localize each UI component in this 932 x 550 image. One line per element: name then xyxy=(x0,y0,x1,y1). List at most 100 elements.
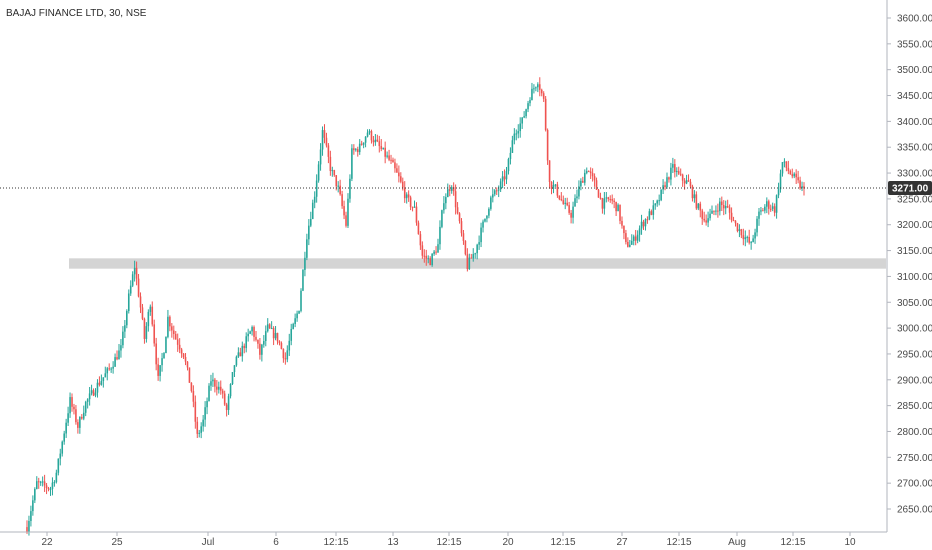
candle[interactable] xyxy=(552,180,555,194)
candle[interactable] xyxy=(793,172,796,179)
candle[interactable] xyxy=(294,313,296,328)
candle[interactable] xyxy=(513,128,516,145)
candle[interactable] xyxy=(102,377,105,388)
candle[interactable] xyxy=(642,219,645,230)
candle[interactable] xyxy=(390,154,392,165)
candle[interactable] xyxy=(172,325,175,340)
candle[interactable] xyxy=(176,333,179,352)
candle[interactable] xyxy=(235,355,238,367)
candle[interactable] xyxy=(180,347,183,358)
candle[interactable] xyxy=(697,202,700,211)
candle[interactable] xyxy=(711,205,713,214)
candle[interactable] xyxy=(740,228,743,239)
candle[interactable] xyxy=(754,228,756,244)
candle[interactable] xyxy=(699,201,702,218)
candle[interactable] xyxy=(777,182,780,199)
candle[interactable] xyxy=(143,317,146,344)
candle[interactable] xyxy=(370,129,373,144)
candle[interactable] xyxy=(738,224,741,238)
candle[interactable] xyxy=(407,190,410,202)
candle[interactable] xyxy=(591,168,594,182)
candle[interactable] xyxy=(37,477,40,489)
candle[interactable] xyxy=(490,195,492,211)
candle[interactable] xyxy=(462,230,465,245)
candle[interactable] xyxy=(437,238,439,253)
candle[interactable] xyxy=(785,161,788,172)
candle[interactable] xyxy=(210,374,212,391)
candle[interactable] xyxy=(88,386,91,406)
candle[interactable] xyxy=(118,344,120,360)
candle[interactable] xyxy=(744,230,747,247)
candle[interactable] xyxy=(139,292,142,314)
candle[interactable] xyxy=(685,174,688,185)
candle[interactable] xyxy=(656,199,659,207)
candle[interactable] xyxy=(660,189,662,202)
candle[interactable] xyxy=(145,322,148,343)
candle[interactable] xyxy=(766,197,768,214)
candle[interactable] xyxy=(405,192,408,204)
candle[interactable] xyxy=(245,332,248,353)
candle[interactable] xyxy=(65,418,67,438)
candle[interactable] xyxy=(525,108,527,119)
candle[interactable] xyxy=(84,400,87,417)
candle[interactable] xyxy=(30,505,32,527)
candle[interactable] xyxy=(63,430,65,445)
candle[interactable] xyxy=(691,184,694,202)
candle[interactable] xyxy=(313,191,316,209)
candle[interactable] xyxy=(728,204,731,220)
candle[interactable] xyxy=(227,393,230,415)
candle[interactable] xyxy=(456,202,459,215)
candle[interactable] xyxy=(478,235,480,250)
candle[interactable] xyxy=(750,241,752,250)
candle[interactable] xyxy=(623,225,625,240)
candle[interactable] xyxy=(650,209,653,216)
candle[interactable] xyxy=(221,388,224,399)
candle[interactable] xyxy=(243,343,246,354)
candle[interactable] xyxy=(345,211,347,228)
candle[interactable] xyxy=(562,195,565,205)
candle[interactable] xyxy=(263,335,265,348)
candle[interactable] xyxy=(253,325,255,342)
candle[interactable] xyxy=(333,169,336,177)
candle[interactable] xyxy=(270,321,273,330)
candle[interactable] xyxy=(574,194,576,207)
candle[interactable] xyxy=(746,235,749,243)
candle[interactable] xyxy=(386,151,388,159)
candle[interactable] xyxy=(208,383,210,402)
candle[interactable] xyxy=(646,216,649,224)
candle[interactable] xyxy=(396,163,398,173)
candle[interactable] xyxy=(327,143,330,164)
candle[interactable] xyxy=(214,377,216,393)
candle[interactable] xyxy=(94,388,97,398)
candle[interactable] xyxy=(200,422,202,439)
candle[interactable] xyxy=(319,143,322,171)
candle[interactable] xyxy=(126,309,128,329)
candle[interactable] xyxy=(615,201,617,216)
candle[interactable] xyxy=(566,197,568,207)
candle[interactable] xyxy=(492,188,494,203)
candle[interactable] xyxy=(611,194,613,205)
candle[interactable] xyxy=(100,374,103,386)
candle[interactable] xyxy=(781,162,784,177)
candle[interactable] xyxy=(648,208,651,221)
candle[interactable] xyxy=(188,367,191,383)
candle[interactable] xyxy=(388,149,390,162)
candle[interactable] xyxy=(104,366,107,378)
candle[interactable] xyxy=(470,253,473,259)
candle[interactable] xyxy=(251,325,253,336)
candle[interactable] xyxy=(621,216,623,229)
candle[interactable] xyxy=(443,196,445,214)
candle[interactable] xyxy=(523,111,525,119)
candle[interactable] xyxy=(90,384,93,396)
candle[interactable] xyxy=(169,315,171,332)
candle[interactable] xyxy=(231,371,234,385)
candle[interactable] xyxy=(799,176,801,190)
candle[interactable] xyxy=(137,273,140,298)
candle[interactable] xyxy=(619,204,621,225)
candle[interactable] xyxy=(360,140,363,146)
candle[interactable] xyxy=(791,168,794,179)
candle[interactable] xyxy=(585,167,588,175)
candle[interactable] xyxy=(311,199,314,220)
candle[interactable] xyxy=(448,184,451,197)
